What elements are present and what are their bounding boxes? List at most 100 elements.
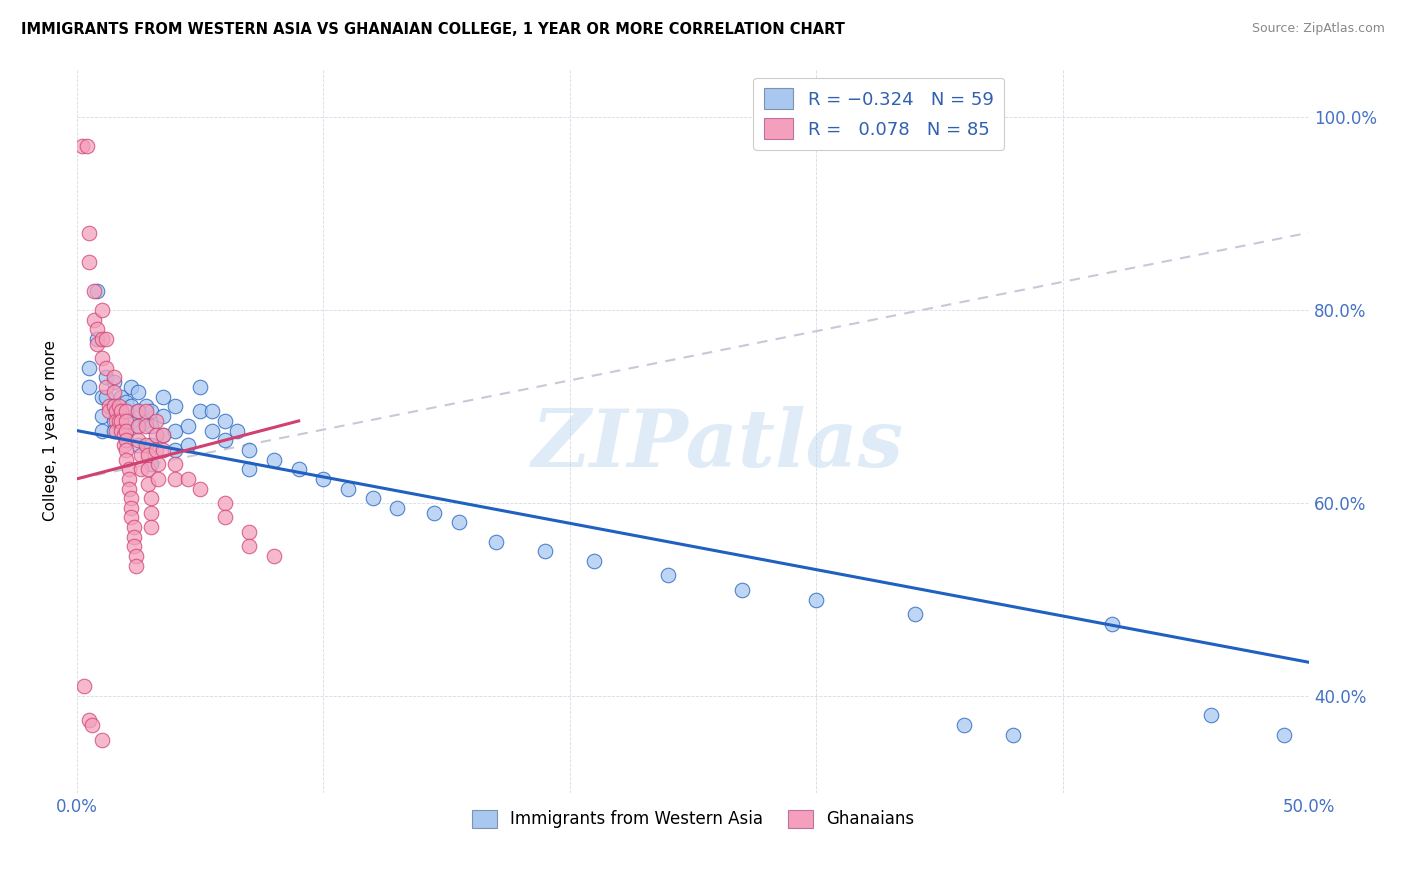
Point xyxy=(115,424,138,438)
Point xyxy=(86,322,108,336)
Point xyxy=(447,516,470,530)
Point xyxy=(115,414,138,428)
Point xyxy=(165,458,187,472)
Point xyxy=(226,424,249,438)
Point xyxy=(127,418,149,433)
Point xyxy=(214,414,236,428)
Point xyxy=(127,434,149,448)
Point xyxy=(145,414,167,428)
Point xyxy=(90,302,112,317)
Point xyxy=(70,138,93,153)
Point xyxy=(1199,708,1222,723)
Point xyxy=(103,400,125,414)
Point xyxy=(103,424,125,438)
Point xyxy=(238,524,260,539)
Point xyxy=(125,558,148,573)
Point xyxy=(97,404,120,418)
Point xyxy=(312,472,335,486)
Point xyxy=(90,390,112,404)
Point xyxy=(188,482,211,496)
Point xyxy=(120,491,142,505)
Point xyxy=(139,404,162,418)
Point xyxy=(214,496,236,510)
Point xyxy=(152,390,174,404)
Point xyxy=(122,530,145,544)
Point xyxy=(107,414,129,428)
Point xyxy=(145,428,167,442)
Point xyxy=(1274,728,1296,742)
Point xyxy=(387,500,409,515)
Point xyxy=(90,732,112,747)
Point xyxy=(238,462,260,476)
Point xyxy=(139,418,162,433)
Point xyxy=(165,442,187,457)
Point xyxy=(1101,616,1123,631)
Point xyxy=(115,452,138,467)
Point xyxy=(105,424,128,438)
Point xyxy=(112,428,135,442)
Point xyxy=(76,138,98,153)
Point xyxy=(361,491,384,505)
Point xyxy=(115,442,138,457)
Point xyxy=(127,384,149,399)
Point xyxy=(117,472,139,486)
Point xyxy=(122,520,145,534)
Point xyxy=(148,472,170,486)
Point xyxy=(139,438,162,452)
Point xyxy=(122,540,145,554)
Point xyxy=(110,414,132,428)
Point xyxy=(135,414,157,428)
Point xyxy=(96,332,118,346)
Point xyxy=(127,404,149,418)
Point xyxy=(103,400,125,414)
Y-axis label: College, 1 year or more: College, 1 year or more xyxy=(44,340,58,521)
Point xyxy=(90,351,112,366)
Point xyxy=(188,404,211,418)
Point xyxy=(127,438,149,452)
Point xyxy=(201,404,224,418)
Point xyxy=(117,482,139,496)
Point xyxy=(165,424,187,438)
Point xyxy=(110,418,132,433)
Point xyxy=(86,284,108,298)
Point xyxy=(115,434,138,448)
Point xyxy=(263,549,285,563)
Point xyxy=(115,394,138,409)
Point xyxy=(117,462,139,476)
Point xyxy=(657,568,679,582)
Point xyxy=(145,442,167,457)
Point xyxy=(90,409,112,423)
Point xyxy=(103,370,125,384)
Text: Source: ZipAtlas.com: Source: ZipAtlas.com xyxy=(1251,22,1385,36)
Point xyxy=(120,380,142,394)
Point xyxy=(129,462,152,476)
Point xyxy=(148,458,170,472)
Point xyxy=(139,506,162,520)
Point xyxy=(188,380,211,394)
Point xyxy=(105,414,128,428)
Point xyxy=(238,442,260,457)
Point xyxy=(77,713,100,727)
Point xyxy=(120,414,142,428)
Point xyxy=(96,380,118,394)
Point xyxy=(103,384,125,399)
Point xyxy=(135,418,157,433)
Point xyxy=(77,360,100,375)
Point xyxy=(127,404,149,418)
Point xyxy=(115,404,138,418)
Point xyxy=(263,452,285,467)
Point xyxy=(165,400,187,414)
Point xyxy=(115,424,138,438)
Point xyxy=(103,414,125,428)
Point xyxy=(90,332,112,346)
Point xyxy=(80,718,103,732)
Point xyxy=(83,312,105,326)
Point xyxy=(110,404,132,418)
Point xyxy=(103,376,125,390)
Point xyxy=(423,506,446,520)
Point xyxy=(120,510,142,524)
Point xyxy=(806,592,828,607)
Point xyxy=(115,404,138,418)
Point xyxy=(97,400,120,414)
Point xyxy=(152,409,174,423)
